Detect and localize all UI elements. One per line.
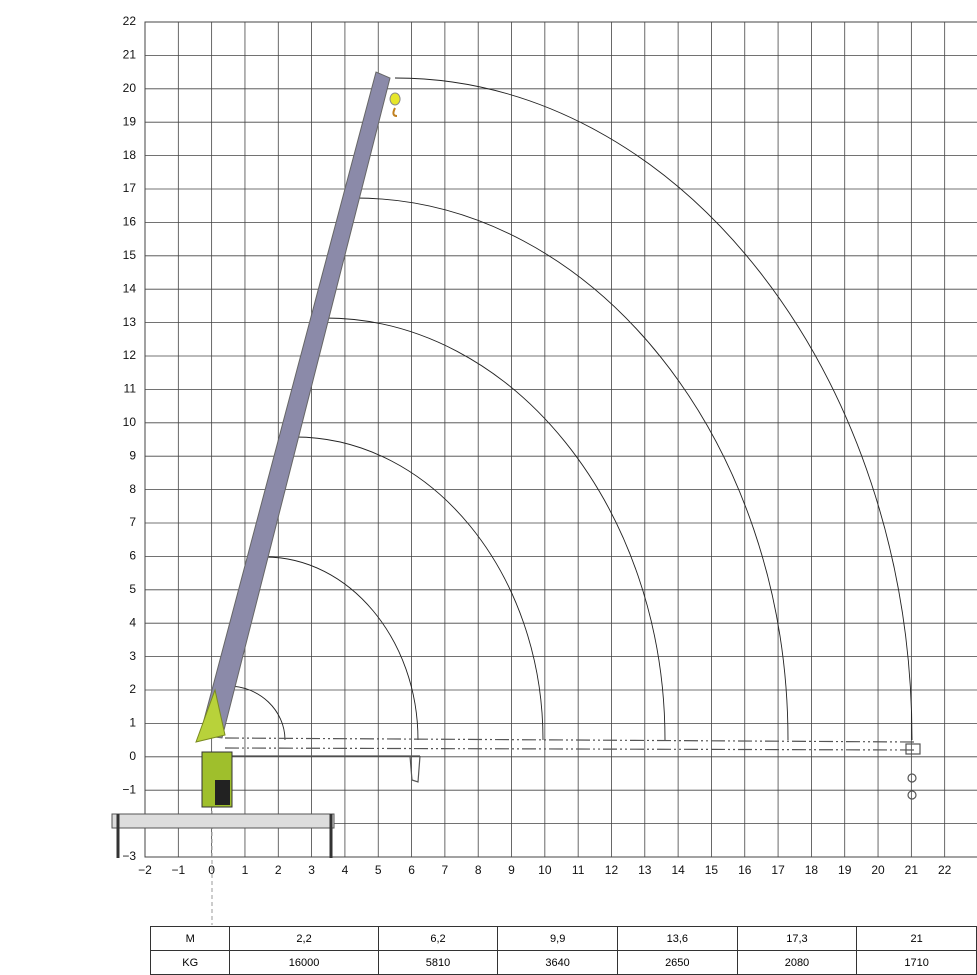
y-tick-label: 8 bbox=[129, 482, 136, 496]
x-tick-label: 20 bbox=[871, 863, 885, 877]
table-cell: 9,9 bbox=[497, 926, 618, 951]
crane-drawing bbox=[111, 71, 921, 925]
table-cell: 3640 bbox=[497, 950, 618, 975]
row-header: KG bbox=[149, 950, 231, 975]
x-tick-label: 18 bbox=[805, 863, 819, 877]
plot-frame bbox=[144, 21, 977, 858]
x-tick-label: 2 bbox=[275, 863, 282, 877]
x-tick-label: −1 bbox=[171, 863, 185, 877]
boom-foot bbox=[195, 688, 226, 743]
y-tick-label: 20 bbox=[123, 81, 137, 95]
y-tick-label: 19 bbox=[123, 114, 137, 128]
x-tick-label: 15 bbox=[705, 863, 719, 877]
table-cell: 2,2 bbox=[229, 926, 379, 951]
load-table: M 2,2 6,2 9,9 13,6 17,3 21 KG 16000 5810 3640 2650 2… bbox=[149, 926, 977, 975]
y-tick-label: 14 bbox=[123, 281, 137, 295]
y-tick-label: 4 bbox=[129, 615, 136, 629]
x-tick-label: 10 bbox=[538, 863, 552, 877]
x-tick-label: 13 bbox=[638, 863, 652, 877]
x-tick-label: 3 bbox=[308, 863, 315, 877]
table-cell: 2650 bbox=[616, 950, 738, 975]
y-tick-label: 2 bbox=[129, 682, 136, 696]
x-tick-label: 9 bbox=[508, 863, 515, 877]
y-tick-label: 15 bbox=[123, 248, 137, 262]
table-cell: 21 bbox=[856, 926, 977, 951]
boom-retracted bbox=[224, 737, 921, 800]
y-tick-label: 11 bbox=[124, 382, 137, 396]
y-tick-label: 18 bbox=[123, 148, 137, 162]
x-tick-label: 19 bbox=[838, 863, 852, 877]
x-tick-label: 14 bbox=[671, 863, 685, 877]
table-cell: 16000 bbox=[229, 950, 379, 975]
x-tick-label: 21 bbox=[905, 863, 919, 877]
x-tick-label: 8 bbox=[475, 863, 482, 877]
table-row: M 2,2 6,2 9,9 13,6 17,3 21 bbox=[149, 926, 977, 951]
hook bbox=[392, 107, 398, 117]
y-tick-label: 5 bbox=[129, 582, 136, 596]
table-cell: 17,3 bbox=[736, 926, 858, 951]
x-tick-label: 11 bbox=[572, 863, 585, 877]
x-tick-label: 4 bbox=[342, 863, 349, 877]
x-tick-label: 16 bbox=[738, 863, 752, 877]
y-tick-label: −1 bbox=[122, 782, 136, 796]
table-cell: 5810 bbox=[377, 950, 499, 975]
hook bbox=[389, 92, 401, 106]
outrigger bbox=[111, 813, 335, 829]
x-tick-label: 5 bbox=[375, 863, 382, 877]
y-tick-label: −3 bbox=[122, 849, 136, 863]
row-header: M bbox=[149, 926, 231, 951]
x-tick-label: 22 bbox=[938, 863, 952, 877]
base bbox=[215, 780, 230, 805]
y-tick-label: 12 bbox=[123, 348, 137, 362]
table-cell: 13,6 bbox=[616, 926, 738, 951]
y-tick-label: 13 bbox=[123, 315, 137, 329]
y-tick-label: 16 bbox=[123, 215, 137, 229]
x-tick-label: −2 bbox=[138, 863, 152, 877]
range-arcs bbox=[227, 77, 913, 741]
y-tick-label: 6 bbox=[129, 549, 136, 563]
x-tick-label: 1 bbox=[242, 863, 249, 877]
y-tick-label: 22 bbox=[123, 14, 137, 28]
x-tick-label: 17 bbox=[771, 863, 785, 877]
x-tick-label: 6 bbox=[408, 863, 415, 877]
x-tick-label: 7 bbox=[442, 863, 449, 877]
table-cell: 6,2 bbox=[377, 926, 499, 951]
chart: −2−1012345678910111213141516171819202122… bbox=[111, 14, 977, 925]
y-tick-label: 9 bbox=[129, 448, 136, 462]
y-tick-label: 3 bbox=[129, 649, 136, 663]
table-cell: 1710 bbox=[856, 950, 977, 975]
y-tick-label: 1 bbox=[129, 716, 136, 730]
y-tick-label: 0 bbox=[129, 749, 136, 763]
y-tick-label: 10 bbox=[123, 415, 137, 429]
boom bbox=[199, 71, 391, 739]
x-tick-label: 12 bbox=[605, 863, 619, 877]
y-tick-label: 7 bbox=[129, 515, 136, 529]
table-row: KG 16000 5810 3640 2650 2080 1710 bbox=[149, 950, 977, 975]
table-cell: 2080 bbox=[736, 950, 858, 975]
y-tick-label: 21 bbox=[123, 48, 137, 62]
y-tick-label: 17 bbox=[123, 181, 137, 195]
